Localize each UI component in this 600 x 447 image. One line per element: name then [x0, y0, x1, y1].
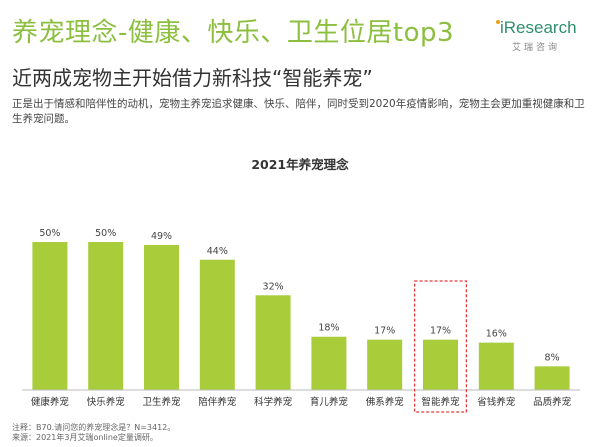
category-label-2: 快乐养宠	[87, 396, 126, 408]
value-label-9: 16%	[486, 329, 507, 340]
bar-1	[32, 242, 68, 390]
value-label-1: 50%	[39, 228, 60, 239]
bar-7	[367, 339, 403, 390]
iresearch-logo: iResearch 艾瑞咨询	[494, 18, 590, 58]
footnote: 注释：B70.请问您的养宠理念是？N=3412。 来源：2021年3月艾瑞onl…	[12, 423, 175, 443]
logo-sub: 艾瑞咨询	[512, 43, 561, 53]
category-label-5: 科学养宠	[254, 396, 293, 408]
category-label-4: 陪伴养宠	[198, 396, 237, 408]
bar-5	[255, 295, 291, 390]
category-label-1: 健康养宠	[31, 396, 70, 408]
bar-9	[478, 342, 514, 390]
logo-dot-icon	[496, 20, 500, 24]
page-description: 正是出于情感和陪伴性的动机，宠物主养宠追求健康、快乐、陪伴，同时受到2020年疫…	[12, 98, 585, 125]
category-label-7: 佛系养宠	[366, 396, 405, 408]
bar-2	[88, 242, 124, 390]
bar-10	[534, 366, 570, 390]
category-label-10: 品质养宠	[533, 396, 572, 408]
value-label-7: 17%	[374, 326, 395, 337]
value-label-4: 44%	[207, 246, 228, 257]
value-label-5: 32%	[263, 281, 284, 292]
value-label-2: 50%	[95, 228, 116, 239]
category-label-3: 卫生养宠	[142, 396, 181, 408]
bar-8	[423, 339, 458, 390]
footnote-note: 注释：B70.请问您的养宠理念是？N=3412。	[12, 423, 176, 432]
value-label-3: 49%	[151, 231, 172, 242]
value-label-6: 18%	[318, 323, 339, 334]
page-title: 养宠理念-健康、快乐、卫生位居top3	[12, 18, 455, 48]
value-label-10: 8%	[545, 352, 560, 363]
bar-4	[199, 259, 235, 390]
category-label-9: 省钱养宠	[477, 396, 516, 408]
bar-3	[144, 244, 179, 390]
page-subtitle: 近两成宠物主开始借力新科技“智能养宠”	[12, 66, 373, 90]
footnote-source: 来源：2021年3月艾瑞online定量调研。	[12, 433, 158, 442]
bar-6	[311, 336, 347, 390]
category-label-8: 智能养宠	[421, 396, 460, 408]
highlight-box	[413, 280, 468, 413]
value-label-8: 17%	[430, 326, 451, 337]
chart-title: 2021年养宠理念	[251, 157, 349, 172]
category-label-6: 育儿养宠	[310, 396, 349, 408]
logo-brand: iResearch	[500, 18, 577, 37]
